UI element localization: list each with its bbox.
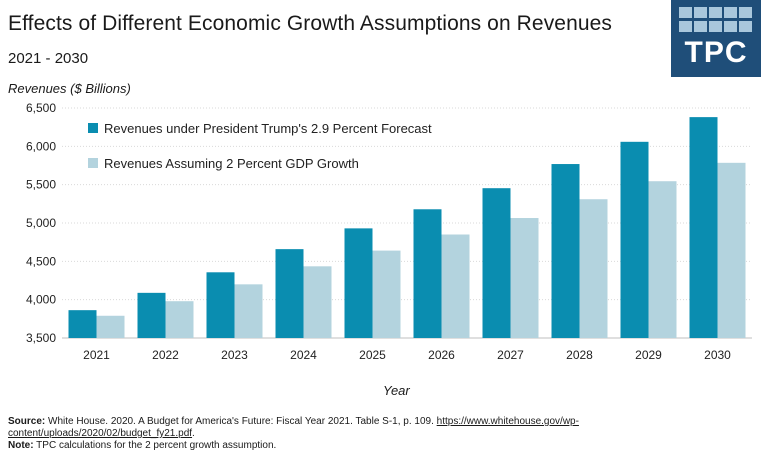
bar-forecast-2023 — [206, 272, 235, 338]
y-tick-label: 4,000 — [26, 293, 56, 307]
source-end: . — [192, 428, 195, 439]
source-line: Source: White House. 2020. A Budget for … — [8, 416, 748, 440]
bar-two-percent-2024 — [303, 266, 332, 338]
bar-forecast-2030 — [689, 117, 718, 338]
y-tick-label: 5,000 — [26, 216, 56, 230]
legend-swatch — [88, 123, 98, 133]
x-tick-label: 2026 — [428, 348, 455, 362]
bar-forecast-2029 — [620, 141, 649, 338]
x-axis-label: Year — [383, 383, 410, 398]
x-tick-label: 2027 — [497, 348, 524, 362]
bar-two-percent-2023 — [234, 284, 263, 338]
bar-forecast-2026 — [413, 209, 442, 338]
source-text: White House. 2020. A Budget for America'… — [45, 416, 437, 427]
x-tick-label: 2024 — [290, 348, 317, 362]
bar-forecast-2024 — [275, 249, 304, 338]
y-tick-label: 6,500 — [26, 101, 56, 115]
bar-two-percent-2026 — [441, 234, 470, 338]
source-link-part2[interactable]: content/uploads/2020/02/budget_fy21.pdf — [8, 428, 193, 439]
bar-two-percent-2029 — [648, 181, 677, 338]
bar-two-percent-2022 — [165, 301, 194, 338]
legend-label: Revenues Assuming 2 Percent GDP Growth — [104, 156, 359, 171]
bar-forecast-2028 — [551, 164, 580, 338]
note-text: TPC calculations for the 2 percent growt… — [33, 440, 277, 451]
chart-subtitle: 2021 - 2030 — [8, 50, 89, 67]
logo-grid-icon — [679, 7, 753, 35]
source-label: Source: — [8, 416, 46, 427]
logo-text: TPC — [684, 36, 748, 69]
y-tick-label: 5,500 — [26, 178, 56, 192]
y-tick-label: 4,500 — [26, 254, 56, 268]
bar-two-percent-2025 — [372, 250, 401, 338]
footer: Source: White House. 2020. A Budget for … — [8, 416, 748, 452]
source-link-part1[interactable]: https://www.whitehouse.gov/wp- — [436, 416, 579, 427]
bar-two-percent-2027 — [510, 218, 539, 338]
y-tick-label: 3,500 — [26, 331, 56, 345]
x-tick-label: 2022 — [152, 348, 179, 362]
y-tick-label: 6,000 — [26, 139, 56, 153]
chart-title: Effects of Different Economic Growth Ass… — [8, 12, 613, 35]
legend-swatch — [88, 158, 98, 168]
bar-two-percent-2021 — [96, 315, 125, 338]
x-tick-label: 2025 — [359, 348, 386, 362]
x-tick-label: 2029 — [635, 348, 662, 362]
note-label: Note: — [8, 440, 34, 451]
legend-label: Revenues under President Trump's 2.9 Per… — [104, 121, 432, 136]
x-tick-label: 2030 — [704, 348, 731, 362]
note-line: Note: TPC calculations for the 2 percent… — [8, 440, 748, 452]
x-tick-label: 2023 — [221, 348, 248, 362]
bar-forecast-2027 — [482, 188, 511, 338]
bar-two-percent-2030 — [717, 162, 746, 338]
tpc-logo: TPC — [671, 0, 761, 77]
x-tick-label: 2021 — [83, 348, 110, 362]
bar-forecast-2025 — [344, 228, 373, 338]
bar-two-percent-2028 — [579, 199, 608, 338]
bar-forecast-2021 — [68, 310, 97, 338]
bar-forecast-2022 — [137, 292, 166, 338]
x-tick-label: 2028 — [566, 348, 593, 362]
y-axis-label: Revenues ($ Billions) — [8, 81, 131, 96]
